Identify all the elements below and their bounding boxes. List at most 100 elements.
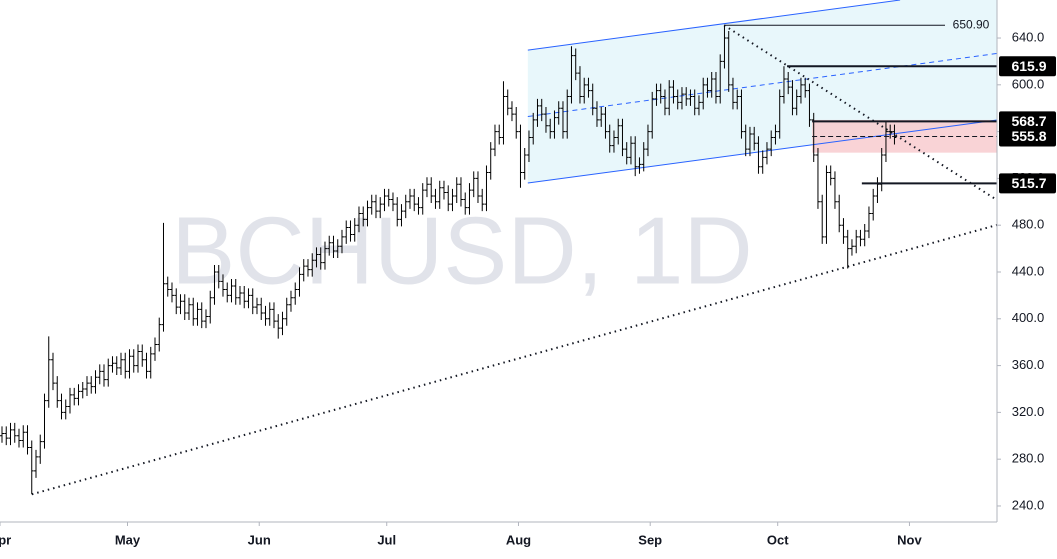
ohlc-bar bbox=[106, 358, 111, 387]
ohlc-bar bbox=[492, 124, 497, 157]
level-label: 515.7 bbox=[1011, 175, 1046, 191]
ohlc-bar bbox=[467, 183, 472, 215]
ohlc-bar bbox=[67, 387, 72, 414]
ohlc-bar bbox=[356, 206, 361, 233]
x-tick-label: May bbox=[115, 532, 141, 547]
ohlc-bar bbox=[327, 235, 332, 256]
ohlc-bar bbox=[518, 124, 523, 188]
ohlc-bar bbox=[658, 83, 663, 104]
y-tick-label: 640.0 bbox=[1012, 29, 1045, 44]
ohlc-bar bbox=[854, 229, 859, 254]
ohlc-bar bbox=[165, 276, 170, 297]
ohlc-bar bbox=[8, 422, 13, 446]
ohlc-bar bbox=[250, 288, 255, 315]
ohlc-bar bbox=[101, 364, 106, 387]
ohlc-bar bbox=[871, 188, 876, 221]
ohlc-bar bbox=[118, 352, 123, 375]
ohlc-bar bbox=[641, 142, 646, 172]
ohlc-bar bbox=[38, 434, 43, 464]
ohlc-bar bbox=[80, 381, 85, 399]
ohlc-bar bbox=[135, 344, 140, 373]
ohlc-bar bbox=[55, 376, 60, 408]
ohlc-bar bbox=[582, 77, 587, 104]
ohlc-bar bbox=[263, 305, 268, 326]
ohlc-bar bbox=[403, 194, 408, 219]
ohlc-bar bbox=[454, 177, 459, 203]
ohlc-bar bbox=[225, 282, 230, 303]
ohlc-bar bbox=[242, 286, 247, 309]
level-label: 555.8 bbox=[1011, 128, 1046, 144]
y-tick-label: 280.0 bbox=[1012, 451, 1045, 466]
ohlc-bar bbox=[0, 426, 4, 443]
ohlc-bar bbox=[696, 95, 701, 116]
ohlc-bar bbox=[760, 150, 765, 174]
ohlc-bar bbox=[191, 297, 196, 326]
ohlc-bar bbox=[259, 297, 264, 320]
ohlc-bar bbox=[471, 171, 476, 198]
ohlc-bar bbox=[722, 25, 727, 69]
ohlc-bar bbox=[675, 89, 680, 110]
ohlc-bar bbox=[807, 83, 812, 127]
ohlc-bar bbox=[543, 107, 548, 133]
ohlc-bar bbox=[611, 130, 616, 153]
level-label: 568.7 bbox=[1011, 113, 1046, 129]
ohlc-bar bbox=[671, 80, 676, 104]
x-tick-label: Nov bbox=[897, 532, 922, 547]
ohlc-bar bbox=[361, 206, 366, 227]
y-tick-label: 440.0 bbox=[1012, 263, 1045, 278]
ohlc-bar bbox=[798, 77, 803, 104]
ohlc-bar bbox=[382, 188, 387, 212]
ohlc-bar bbox=[607, 124, 612, 153]
ohlc-bar bbox=[730, 77, 735, 110]
ohlc-bar bbox=[288, 290, 293, 312]
ohlc-bar bbox=[841, 218, 846, 244]
ohlc-bar bbox=[747, 126, 752, 157]
ohlc-bar bbox=[824, 165, 829, 244]
ohlc-bar bbox=[684, 87, 689, 106]
ohlc-bar bbox=[709, 71, 714, 98]
ohlc-bar bbox=[297, 267, 302, 297]
ohlc-bar bbox=[373, 194, 378, 219]
ohlc-bar bbox=[556, 101, 561, 125]
ohlc-bar bbox=[42, 393, 47, 449]
ohlc-bar bbox=[169, 282, 174, 303]
ohlc-bar bbox=[552, 110, 557, 139]
ohlc-bar bbox=[777, 89, 782, 139]
ohlc-bar bbox=[620, 118, 625, 157]
ohlc-bar bbox=[212, 264, 217, 305]
ohlc-bar bbox=[344, 220, 349, 244]
ohlc-bar bbox=[433, 188, 438, 209]
y-tick-label: 320.0 bbox=[1012, 404, 1045, 419]
ohlc-bar bbox=[186, 297, 191, 320]
ohlc-bar bbox=[786, 71, 791, 95]
ohlc-bar bbox=[892, 124, 897, 145]
ohlc-bar bbox=[144, 352, 149, 379]
level-label: 615.9 bbox=[1011, 58, 1046, 74]
ohlc-bar bbox=[12, 422, 17, 443]
ohlc-bar bbox=[131, 349, 136, 373]
ohlc-bar bbox=[616, 118, 621, 145]
ohlc-bar bbox=[84, 376, 89, 397]
ohlc-bar bbox=[480, 188, 485, 212]
ohlc-bar bbox=[565, 89, 570, 139]
ohlc-bar bbox=[276, 314, 281, 339]
ohlc-bar bbox=[21, 425, 26, 448]
ohlc-bar bbox=[127, 349, 132, 379]
x-tick-label: Jul bbox=[377, 532, 396, 547]
channel-middle bbox=[527, 52, 998, 118]
ohlc-bar bbox=[420, 183, 425, 215]
ohlc-bar bbox=[399, 204, 404, 227]
ohlc-bar bbox=[441, 180, 446, 200]
ohlc-bar bbox=[416, 197, 421, 215]
ohlc-bar bbox=[505, 89, 510, 116]
ohlc-bar bbox=[318, 247, 323, 270]
dotted-trend-line bbox=[31, 224, 998, 496]
ohlc-bar bbox=[692, 89, 697, 116]
ohlc-bar bbox=[59, 393, 64, 420]
ohlc-bar bbox=[633, 136, 638, 177]
ohlc-bar bbox=[488, 142, 493, 180]
ohlc-bar bbox=[390, 192, 395, 212]
ohlc-bar bbox=[161, 222, 166, 332]
ohlc-bar bbox=[63, 399, 68, 420]
